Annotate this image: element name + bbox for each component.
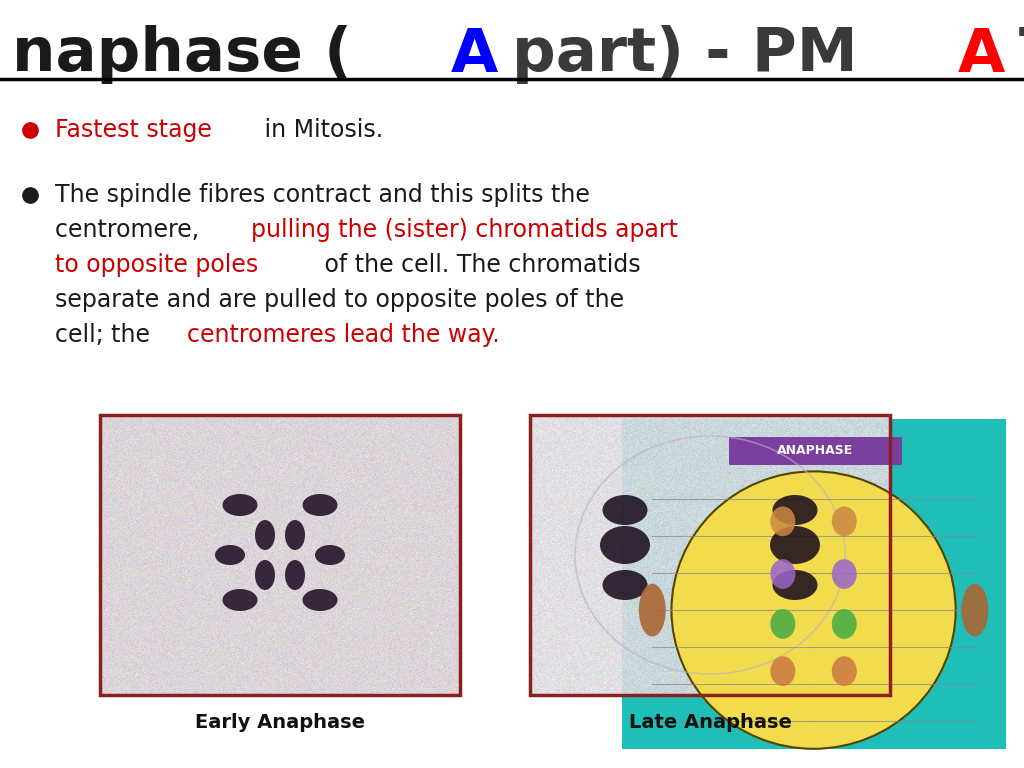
Text: A: A <box>451 25 499 84</box>
Ellipse shape <box>255 520 275 550</box>
Text: in Mitosis.: in Mitosis. <box>257 118 384 142</box>
Ellipse shape <box>672 472 955 749</box>
Ellipse shape <box>770 526 820 564</box>
Text: pulling the (sister) chromatids apart: pulling the (sister) chromatids apart <box>251 218 678 242</box>
Ellipse shape <box>602 570 647 600</box>
Ellipse shape <box>770 657 796 686</box>
Ellipse shape <box>831 506 857 536</box>
Text: separate and are pulled to opposite poles of the: separate and are pulled to opposite pole… <box>55 288 624 312</box>
Ellipse shape <box>602 495 647 525</box>
Ellipse shape <box>770 609 796 639</box>
Ellipse shape <box>222 494 257 516</box>
Ellipse shape <box>215 545 245 565</box>
Text: cell; the: cell; the <box>55 323 158 347</box>
Text: ANAPHASE: ANAPHASE <box>777 444 854 457</box>
Ellipse shape <box>831 609 857 639</box>
Ellipse shape <box>772 495 817 525</box>
Text: The spindle fibres contract and this splits the: The spindle fibres contract and this spl… <box>55 183 590 207</box>
Text: Fastest stage: Fastest stage <box>55 118 212 142</box>
Text: centromeres lead the way.: centromeres lead the way. <box>187 323 500 347</box>
Text: centromere,: centromere, <box>55 218 207 242</box>
Ellipse shape <box>831 657 857 686</box>
Bar <box>622 419 1006 749</box>
Text: to opposite poles: to opposite poles <box>55 253 258 277</box>
Ellipse shape <box>639 584 666 637</box>
Text: of the cell. The chromatids: of the cell. The chromatids <box>317 253 641 277</box>
Ellipse shape <box>962 584 988 637</box>
Ellipse shape <box>222 589 257 611</box>
Text: A: A <box>957 25 1006 84</box>
Text: Late Anaphase: Late Anaphase <box>629 713 792 732</box>
Ellipse shape <box>315 545 345 565</box>
Ellipse shape <box>302 589 338 611</box>
Ellipse shape <box>255 560 275 590</box>
Ellipse shape <box>285 560 305 590</box>
Ellipse shape <box>831 559 857 589</box>
Ellipse shape <box>770 506 796 536</box>
Ellipse shape <box>770 559 796 589</box>
Bar <box>530 415 890 695</box>
Text: part) - PM: part) - PM <box>512 25 857 84</box>
Bar <box>729 436 902 465</box>
Ellipse shape <box>302 494 338 516</box>
Ellipse shape <box>600 526 650 564</box>
Bar <box>100 415 460 695</box>
Text: naphase (: naphase ( <box>12 25 352 84</box>
Text: Early Anaphase: Early Anaphase <box>195 713 365 732</box>
Ellipse shape <box>285 520 305 550</box>
Text: T: T <box>1019 25 1024 84</box>
Ellipse shape <box>772 570 817 600</box>
